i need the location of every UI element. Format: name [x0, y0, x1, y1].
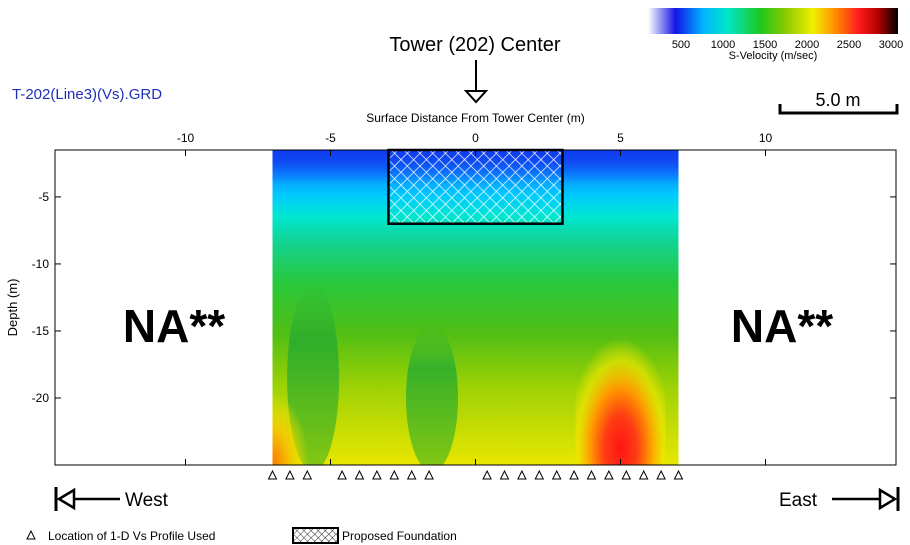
tower-arrow-icon: [463, 60, 489, 104]
profile-marker: [656, 469, 666, 480]
y-axis-title: Depth (m): [5, 279, 20, 337]
tower-label: Tower (202) Center: [389, 34, 561, 56]
y-tick-label: -15: [32, 324, 50, 338]
profile-marker: [604, 469, 614, 480]
na-right-label: NA**: [731, 300, 833, 352]
x-tick-label: -5: [325, 131, 336, 145]
profile-marker: [638, 469, 649, 480]
na-left-label: NA**: [123, 300, 225, 352]
x-axis-title: Surface Distance From Tower Center (m): [366, 111, 585, 125]
legend-foundation-label: Proposed Foundation: [342, 529, 457, 543]
profile-marker: [551, 469, 562, 480]
file-title: T-202(Line3)(Vs).GRD: [12, 86, 163, 103]
profile-marker: [586, 469, 597, 480]
east-label: East: [779, 490, 818, 511]
profile-marker: [621, 469, 632, 480]
foundation-legend-swatch: [292, 527, 339, 544]
profile-marker: [285, 469, 295, 480]
colorbar-tick: 2000: [795, 39, 819, 51]
legend-marker-label: Location of 1-D Vs Profile Used: [48, 529, 215, 543]
profile-marker: [267, 469, 278, 480]
profile-marker: [499, 469, 510, 480]
colorbar-tick: 1000: [711, 39, 735, 51]
colorbar-tick: 500: [672, 39, 690, 51]
x-tick-label: 5: [617, 131, 624, 145]
profile-marker: [424, 469, 434, 480]
profile-marker: [372, 469, 382, 480]
profile-marker: [534, 469, 545, 480]
x-tick-label: 0: [472, 131, 479, 145]
low-velocity-zone: [406, 324, 458, 465]
west-arrow-icon: [54, 487, 120, 511]
y-tick-label: -5: [38, 190, 49, 204]
profile-marker: [482, 469, 492, 480]
y-tick-label: -20: [32, 391, 50, 405]
high-velocity-corner: [272, 384, 313, 465]
colorbar-tick: 2500: [837, 39, 861, 51]
scale-bar-label: 5.0 m: [815, 90, 860, 110]
colorbar-tick: 3000: [879, 39, 903, 51]
west-label: West: [125, 490, 169, 511]
colorbar-title: S-Velocity (m/sec): [729, 50, 818, 62]
x-tick-label: 10: [759, 131, 773, 145]
scale-bar: 5.0 m: [778, 90, 899, 115]
profile-marker-icon: [26, 529, 36, 540]
profile-marker: [389, 469, 400, 480]
colorbar-swatch: [648, 8, 898, 34]
y-tick-label: -10: [32, 257, 50, 271]
colorbar-tick: 1500: [753, 39, 777, 51]
profile-marker: [302, 469, 313, 480]
profile-marker: [569, 469, 579, 480]
profile-marker: [406, 469, 417, 480]
x-tick-label: -10: [177, 131, 195, 145]
profile-marker: [517, 469, 527, 480]
profile-marker: [354, 469, 365, 480]
profile-marker: [673, 469, 684, 480]
high-velocity-zone: [575, 310, 666, 465]
east-arrow-icon: [832, 487, 900, 511]
proposed-foundation: [387, 148, 564, 225]
colorbar: 500 1000 1500 2000 2500 3000 S-Velocity …: [648, 8, 903, 62]
profile-marker: [337, 469, 347, 480]
